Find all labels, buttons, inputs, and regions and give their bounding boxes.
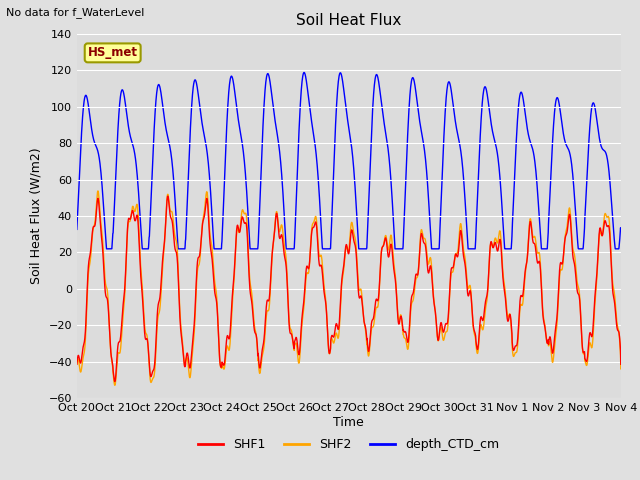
Text: HS_met: HS_met [88,47,138,60]
Text: No data for f_WaterLevel: No data for f_WaterLevel [6,7,145,18]
X-axis label: Time: Time [333,416,364,429]
Y-axis label: Soil Heat Flux (W/m2): Soil Heat Flux (W/m2) [30,148,43,284]
Legend: SHF1, SHF2, depth_CTD_cm: SHF1, SHF2, depth_CTD_cm [193,433,504,456]
Title: Soil Heat Flux: Soil Heat Flux [296,13,401,28]
